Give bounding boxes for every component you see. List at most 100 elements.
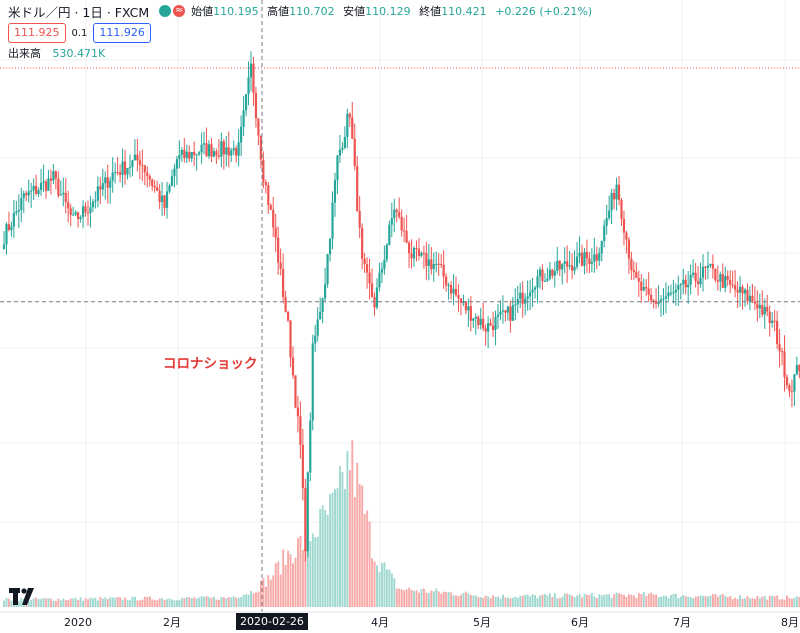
volume-bar xyxy=(726,597,729,607)
candle-body xyxy=(380,268,384,273)
candle-body xyxy=(101,183,104,190)
buy-button[interactable]: 111.926 xyxy=(93,23,151,43)
volume-bar xyxy=(791,598,793,607)
volume-bar xyxy=(674,593,677,607)
volume-bar xyxy=(758,598,761,607)
candle-body xyxy=(514,304,517,306)
volume-bar xyxy=(50,598,52,607)
candle-body xyxy=(709,263,712,266)
volume-bar xyxy=(581,597,583,607)
candle-body xyxy=(188,151,191,159)
candle-body xyxy=(627,239,631,259)
candle-body xyxy=(788,385,791,392)
volume-bar xyxy=(247,594,250,607)
volume-bar xyxy=(242,594,245,607)
volume-bar xyxy=(484,595,487,607)
volume-bar xyxy=(213,596,215,607)
volume-bar xyxy=(368,521,371,607)
candle-body xyxy=(736,289,739,293)
candle-body xyxy=(746,289,749,302)
candle-body xyxy=(484,328,487,332)
volume-bar xyxy=(457,596,460,607)
volume-bar xyxy=(489,598,492,607)
candle-body xyxy=(2,244,6,250)
candle-body xyxy=(464,301,467,311)
candle-body xyxy=(410,253,413,259)
covid-shock-annotation: コロナショック xyxy=(163,356,258,372)
candle-body xyxy=(321,298,324,312)
candle-body xyxy=(289,320,292,358)
candle-body xyxy=(491,325,495,331)
candle-body xyxy=(420,252,423,256)
candle-body xyxy=(533,287,537,290)
candle-body xyxy=(600,241,603,254)
volume-bar xyxy=(734,597,737,607)
volume-bar xyxy=(173,600,176,607)
candle-body xyxy=(415,248,418,250)
candle-body xyxy=(783,351,786,378)
volume-bar xyxy=(92,598,94,607)
candle-body xyxy=(121,161,124,175)
candle-body xyxy=(437,263,440,265)
volume-bar xyxy=(753,598,756,607)
candle-body xyxy=(756,303,759,309)
volume-bar xyxy=(74,597,77,607)
close-value: 110.421 xyxy=(441,5,487,18)
volume-bar xyxy=(373,561,376,607)
volume-bar xyxy=(193,597,196,607)
volume-bar xyxy=(768,595,771,607)
candle-body xyxy=(348,113,351,118)
volume-bar xyxy=(37,599,40,607)
candle-body xyxy=(398,212,401,217)
volume-bar xyxy=(536,598,539,607)
close-label: 終値 xyxy=(419,5,442,18)
candle-body xyxy=(529,292,532,297)
symbol-label[interactable]: 米ドル／円 · 1日 · FXCM xyxy=(8,4,150,20)
volume-bar xyxy=(17,601,20,607)
volume-bar xyxy=(279,574,282,607)
candle-body xyxy=(543,280,547,282)
volume-bar xyxy=(306,526,309,607)
candle-body xyxy=(472,318,475,321)
volume-bar xyxy=(479,597,482,607)
candle-body xyxy=(751,295,754,302)
candle-body xyxy=(49,178,53,181)
volume-bar xyxy=(250,590,252,607)
candle-body xyxy=(412,248,416,259)
candle-body xyxy=(395,209,398,213)
volume-bar xyxy=(351,440,354,607)
volume-bar xyxy=(163,599,166,607)
volume-bar xyxy=(657,597,660,607)
volume-bar xyxy=(393,578,396,607)
sell-button[interactable]: 111.925 xyxy=(8,23,66,43)
candle-body xyxy=(240,126,243,143)
candle-body xyxy=(521,292,524,304)
candle-body xyxy=(356,166,359,212)
volume-bar xyxy=(151,599,154,607)
volume-bar xyxy=(442,591,445,607)
volume-bar xyxy=(27,600,30,607)
candle-body xyxy=(309,420,312,473)
volume-bar xyxy=(521,595,524,607)
volume-bar xyxy=(116,597,119,607)
candle-body xyxy=(482,318,485,329)
candle-body xyxy=(622,218,626,233)
volume-bar xyxy=(383,562,386,607)
volume-bar xyxy=(699,595,702,607)
volume-bar xyxy=(400,589,403,607)
volume-bar xyxy=(642,592,645,607)
candle-body xyxy=(291,357,295,376)
candle-body xyxy=(341,147,344,150)
volume-bar xyxy=(403,590,406,607)
volume-bar xyxy=(795,596,798,607)
tradingview-logo-icon[interactable] xyxy=(8,585,38,611)
volume-bar xyxy=(94,597,97,607)
volume-value: 530.471K xyxy=(52,47,106,60)
candle-body xyxy=(719,274,722,282)
volume-bar xyxy=(610,597,613,607)
volume-bar xyxy=(425,592,428,607)
volume-bar xyxy=(749,598,751,607)
volume-bar xyxy=(42,598,45,607)
candle-body xyxy=(499,311,502,315)
